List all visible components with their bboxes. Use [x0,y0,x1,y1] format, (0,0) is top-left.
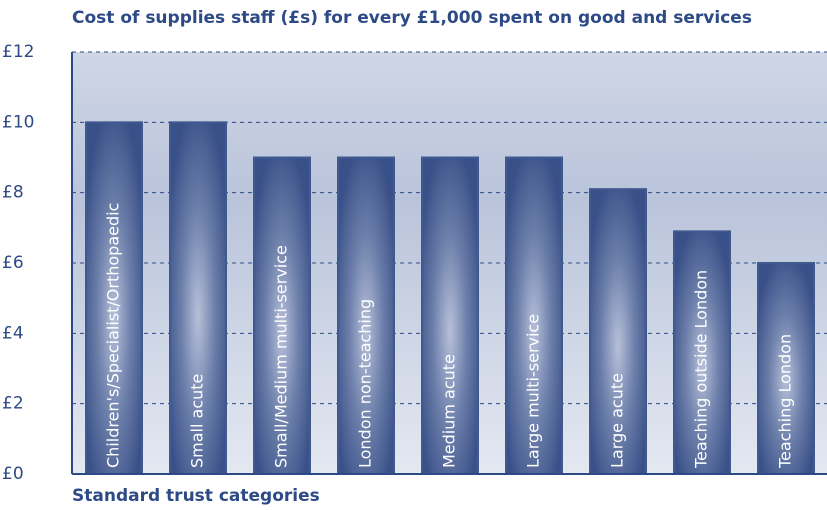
bar [421,156,479,475]
y-tick-label: £4 [2,323,24,343]
bar-category-label: Teaching outside London [692,270,711,469]
y-tick-label: £10 [2,112,34,132]
y-tick-label: £12 [2,42,34,62]
bar-category-label: Large acute [608,373,627,468]
bar-category-label: Teaching London [776,334,795,469]
y-tick-label: £0 [2,464,24,484]
bar-category-label: London non-teaching [356,299,375,468]
bar-category-label: Small acute [188,374,207,468]
bar [85,121,143,475]
bar [589,188,647,475]
bar [757,262,815,475]
bar [253,156,311,475]
y-tick-label: £8 [2,183,24,203]
bar [337,156,395,475]
bar [673,230,731,475]
x-axis-label: Standard trust categories [72,486,320,506]
y-tick-label: £6 [2,253,24,273]
chart-title: Cost of supplies staff (£s) for every £1… [72,8,752,28]
bar-category-label: Small/Medium multi-service [272,245,291,468]
bar-category-label: Large multi-service [524,314,543,468]
bar [505,156,563,475]
y-tick-label: £2 [2,394,24,414]
bar-category-label: Medium acute [440,354,459,468]
bar-category-label: Children's/Specialist/Orthopaedic [104,203,123,468]
